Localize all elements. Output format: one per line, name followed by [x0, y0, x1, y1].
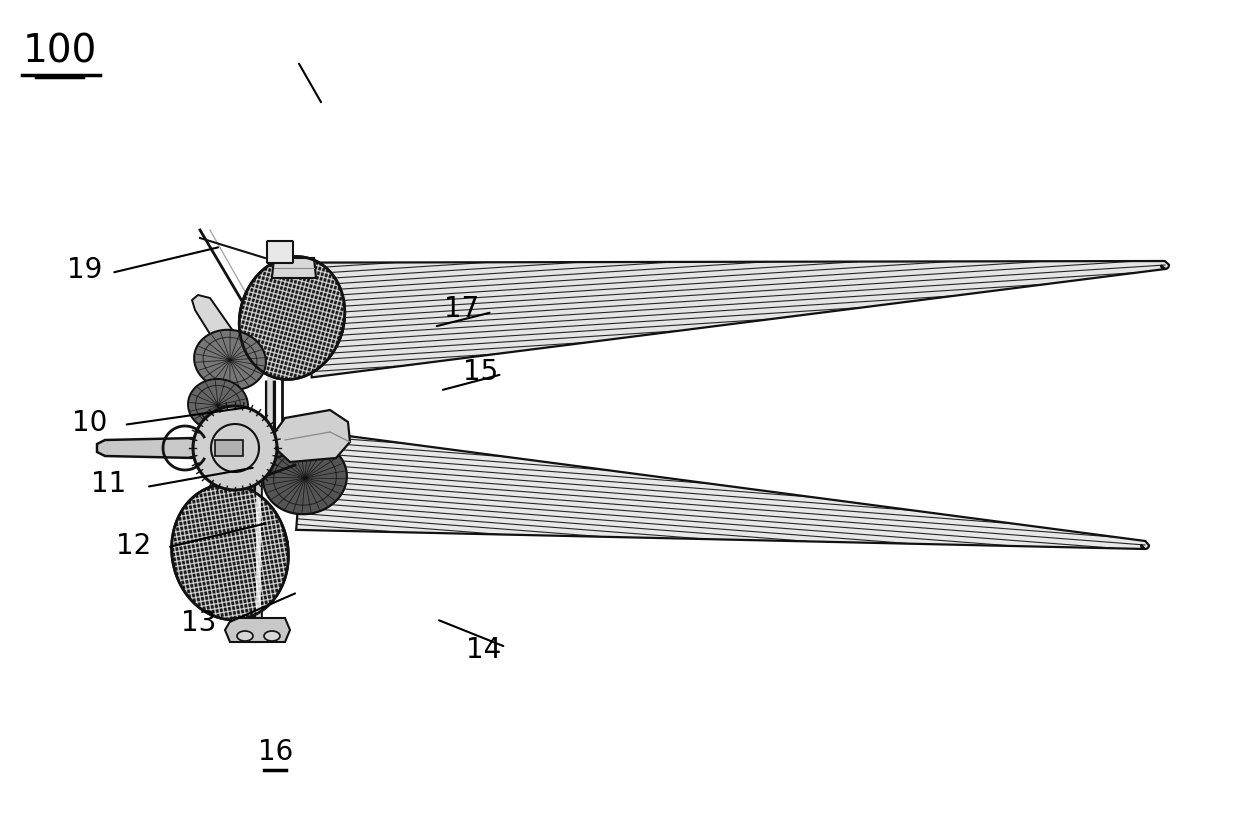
Polygon shape: [215, 440, 243, 456]
Ellipse shape: [264, 631, 280, 641]
Text: 16: 16: [258, 738, 293, 766]
Polygon shape: [97, 438, 195, 458]
Ellipse shape: [237, 631, 253, 641]
Polygon shape: [224, 618, 290, 642]
Polygon shape: [296, 430, 1149, 549]
Polygon shape: [192, 295, 238, 350]
Text: 14: 14: [466, 636, 501, 663]
FancyBboxPatch shape: [267, 241, 293, 263]
Text: 19: 19: [67, 256, 102, 283]
Text: 10: 10: [72, 409, 107, 437]
Text: 15: 15: [464, 358, 498, 386]
Polygon shape: [188, 379, 248, 431]
Polygon shape: [193, 406, 277, 490]
Polygon shape: [304, 261, 1169, 377]
Text: 11: 11: [92, 470, 126, 498]
Polygon shape: [272, 258, 316, 278]
Polygon shape: [263, 442, 347, 514]
Text: 17: 17: [444, 295, 479, 323]
Polygon shape: [275, 410, 350, 462]
Polygon shape: [171, 484, 289, 620]
Text: 100: 100: [22, 33, 97, 70]
Text: 12: 12: [117, 532, 151, 560]
Text: 13: 13: [181, 609, 216, 636]
Polygon shape: [195, 330, 265, 391]
Polygon shape: [239, 257, 345, 379]
